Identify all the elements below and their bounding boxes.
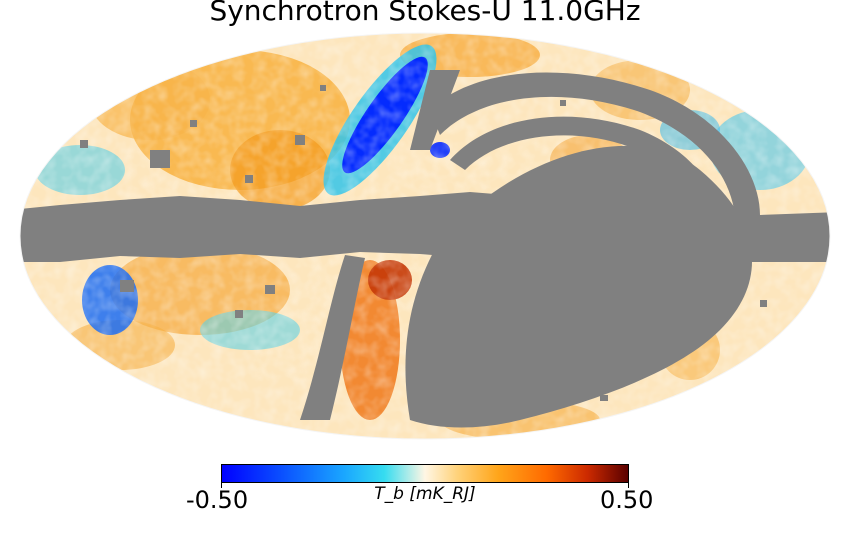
colorbar (221, 464, 629, 483)
colorbar-max-label: 0.50 (600, 486, 654, 514)
point-source-masks (80, 85, 767, 401)
colorbar-min-label: -0.50 (186, 486, 249, 514)
colorbar-unit-text: T_b [mK_RJ] (374, 484, 476, 504)
colorbar-min-tick (221, 482, 222, 488)
colorbar-max-tick (628, 482, 629, 488)
masked-regions (20, 70, 830, 428)
colorbar-unit-label: T_b [mK_RJ] (0, 484, 850, 504)
mollweide-sky-map (19, 32, 831, 440)
map-title: Synchrotron Stokes-U 11.0GHz (209, 0, 641, 27)
